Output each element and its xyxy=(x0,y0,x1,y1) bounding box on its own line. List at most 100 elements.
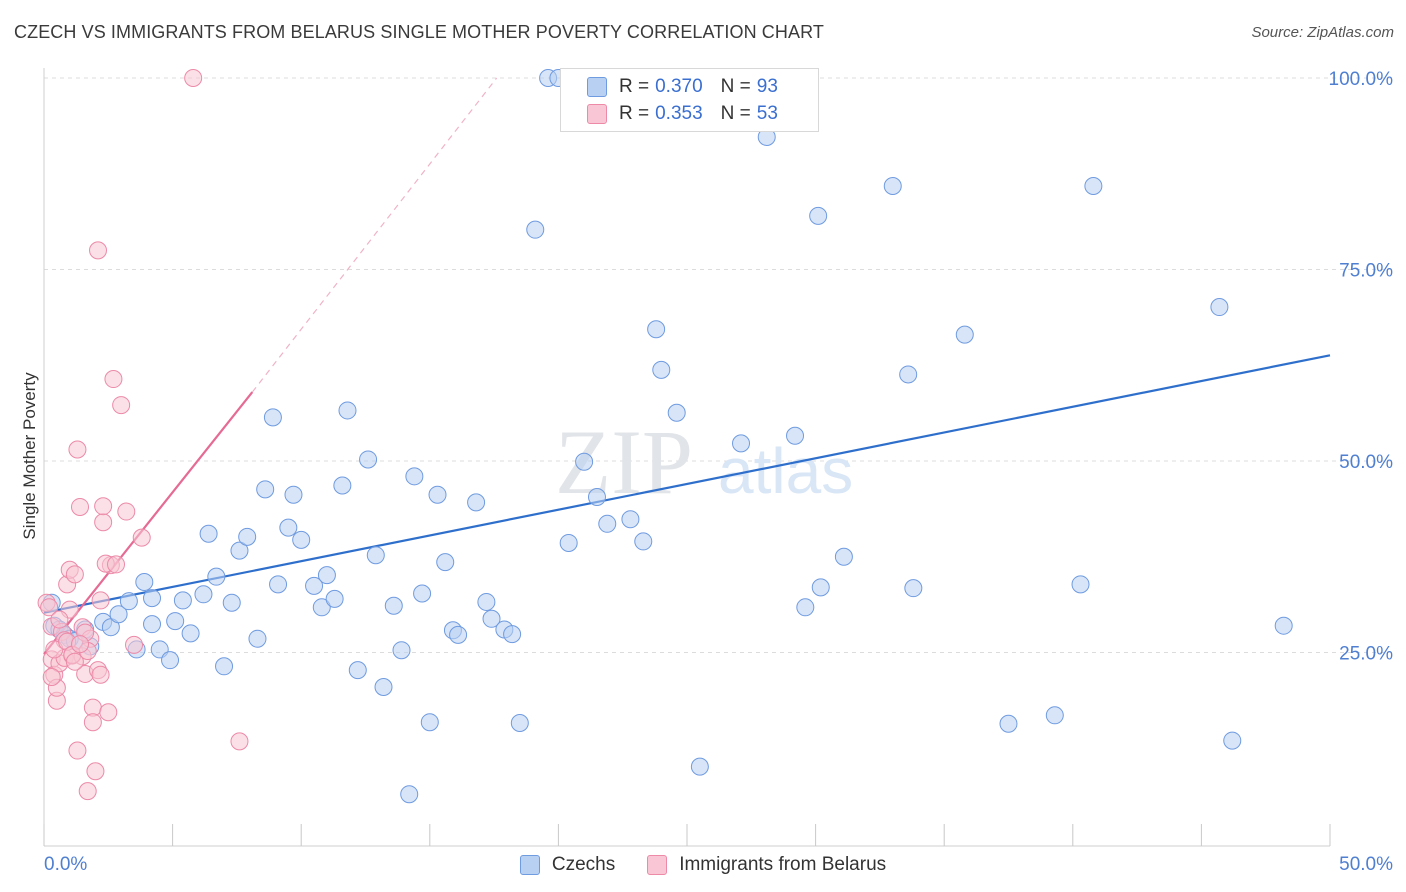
y-tick-label: 75.0% xyxy=(1339,261,1393,282)
czech-point xyxy=(392,641,411,660)
legend-item-czechs[interactable]: Czechs xyxy=(519,854,616,876)
belarus-point xyxy=(71,497,90,516)
czech-point xyxy=(1274,616,1293,635)
czech-point xyxy=(222,593,241,612)
belarus-point xyxy=(40,598,59,617)
czech-point xyxy=(215,657,234,676)
czech-point xyxy=(647,320,666,339)
czech-point xyxy=(999,714,1018,733)
czech-point xyxy=(598,514,617,533)
czech-point xyxy=(690,757,709,776)
czech-point xyxy=(199,524,218,543)
czech-point xyxy=(312,598,331,617)
series-legend: Czechs Immigrants from Belarus xyxy=(0,852,1406,878)
legend-label-czechs: Czechs xyxy=(551,854,616,875)
czech-point xyxy=(796,598,815,617)
belarus-trend-extension xyxy=(251,77,498,393)
czech-point xyxy=(621,510,640,529)
czech-point xyxy=(325,589,344,608)
legend-n-label: N = xyxy=(720,76,751,97)
czech-point xyxy=(269,575,288,594)
belarus-point xyxy=(230,732,249,751)
czech-point xyxy=(834,547,853,566)
czech-point xyxy=(652,360,671,379)
czech-point xyxy=(809,206,828,225)
legend-swatch-belarus xyxy=(587,104,607,124)
czech-point xyxy=(510,713,529,732)
belarus-point xyxy=(125,635,144,654)
czech-point xyxy=(467,493,486,512)
czech-point xyxy=(256,480,275,499)
czech-point xyxy=(413,584,432,603)
belarus-point xyxy=(42,668,61,687)
legend-label-belarus: Immigrants from Belarus xyxy=(679,854,887,875)
czech-point xyxy=(883,177,902,196)
belarus-point xyxy=(89,241,108,260)
czech-point xyxy=(366,546,385,565)
y-tick-label: 100.0% xyxy=(1329,69,1394,90)
legend-row-belarus: R = 0.353 N = 53 xyxy=(587,101,778,127)
grid-lines xyxy=(44,77,1392,653)
czech-point xyxy=(317,566,336,585)
czech-point xyxy=(305,576,324,595)
legend-n-value: 93 xyxy=(756,76,778,97)
czech-point xyxy=(181,624,200,643)
belarus-point xyxy=(50,610,69,629)
czech-point xyxy=(482,609,501,628)
belarus-point xyxy=(78,782,97,801)
czech-point xyxy=(230,541,249,560)
czech-point xyxy=(732,434,751,453)
czech-point xyxy=(1084,177,1103,196)
czech-point xyxy=(284,485,303,504)
legend-swatch-czechs xyxy=(519,855,540,875)
czech-point xyxy=(587,488,606,507)
czech-point xyxy=(1071,575,1090,594)
czech-point xyxy=(955,325,974,344)
czech-point xyxy=(161,651,180,670)
y-tick-label: 25.0% xyxy=(1339,644,1393,665)
czech-point xyxy=(420,713,439,732)
belarus-point xyxy=(86,762,105,781)
czech-point xyxy=(559,533,578,552)
czech-trend-line xyxy=(43,354,1331,614)
czech-point xyxy=(348,661,367,680)
trend-lines xyxy=(43,77,1331,655)
legend-item-belarus[interactable]: Immigrants from Belarus xyxy=(647,854,886,876)
czech-point xyxy=(1045,706,1064,725)
czech-point xyxy=(359,450,378,469)
czech-point xyxy=(194,585,213,604)
czech-point xyxy=(333,476,352,495)
czech-point xyxy=(119,592,138,611)
czech-point xyxy=(173,591,192,610)
czech-point xyxy=(374,677,393,696)
legend-row-czechs: R = 0.370 N = 93 xyxy=(587,74,778,100)
czech-point xyxy=(207,567,226,586)
czech-point xyxy=(279,518,298,537)
czech-point xyxy=(248,629,267,648)
czech-point xyxy=(292,530,311,549)
belarus-trend-line xyxy=(43,391,254,655)
belarus-point xyxy=(91,665,110,684)
watermark: ZIP atlas xyxy=(555,411,853,513)
legend-r-value: 0.370 xyxy=(655,76,703,97)
czech-point xyxy=(405,467,424,486)
belarus-point xyxy=(107,555,126,574)
legend-swatch-czechs xyxy=(587,77,607,97)
source-label: Source: ZipAtlas.com xyxy=(1251,24,1394,41)
belarus-point xyxy=(68,741,87,760)
czech-point xyxy=(238,527,257,546)
czech-point xyxy=(449,625,468,644)
czech-point xyxy=(503,625,522,644)
czech-point xyxy=(135,573,154,592)
belarus-point xyxy=(104,370,123,389)
czech-point xyxy=(811,578,830,597)
czech-point xyxy=(143,589,162,608)
belarus-point xyxy=(71,635,90,654)
y-tick-label: 50.0% xyxy=(1339,452,1393,473)
x-tick-label: 0.0% xyxy=(44,854,87,875)
legend-swatch-belarus xyxy=(647,855,668,875)
legend-r-label: R = xyxy=(619,76,650,97)
belarus-point xyxy=(132,528,151,547)
czech-point xyxy=(109,605,128,624)
czech-point xyxy=(477,592,496,611)
